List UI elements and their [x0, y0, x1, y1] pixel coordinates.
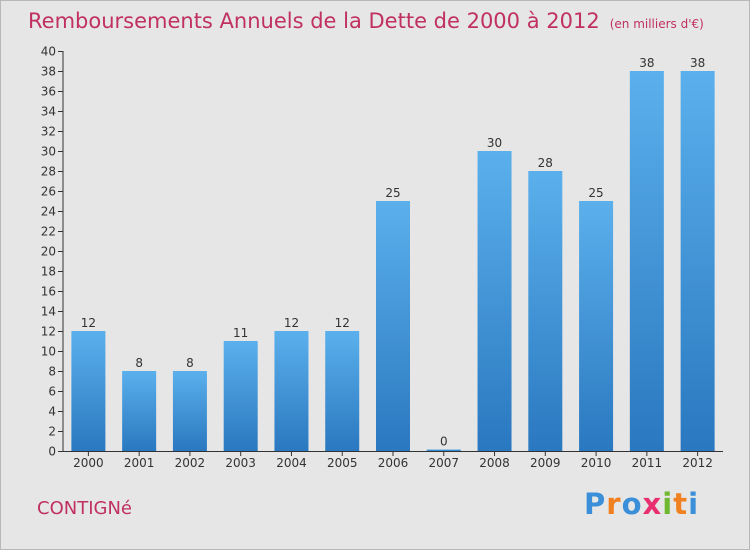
bar-value-label: 8 — [135, 356, 143, 370]
y-tick-label: 40 — [41, 45, 56, 59]
town-name: CONTIGNé — [37, 498, 132, 519]
y-tick-label: 36 — [41, 85, 56, 99]
y-tick-label: 24 — [41, 205, 56, 219]
bar-value-label: 0 — [440, 435, 448, 449]
y-tick-label: 30 — [41, 145, 56, 159]
logo-letter: i — [662, 487, 674, 521]
x-tick-label: 2003 — [225, 456, 256, 470]
chart-title-block: Remboursements Annuels de la Dette de 20… — [28, 9, 704, 33]
y-tick-label: 32 — [41, 125, 56, 139]
y-tick-label: 20 — [41, 245, 56, 259]
x-tick-label: 2002 — [175, 456, 206, 470]
logo-letter: P — [584, 487, 607, 521]
bar — [172, 371, 207, 451]
bar — [122, 371, 157, 451]
bar — [325, 331, 360, 451]
bar-value-label: 25 — [385, 186, 400, 200]
y-tick-label: 18 — [41, 265, 56, 279]
y-tick-label: 14 — [41, 305, 56, 319]
bar — [477, 151, 512, 451]
logo-letter: x — [642, 487, 663, 521]
logo-letter: i — [688, 487, 700, 521]
bar-value-label: 8 — [186, 356, 194, 370]
y-tick-label: 16 — [41, 285, 56, 299]
bar — [274, 331, 309, 451]
bar-value-label: 28 — [538, 156, 553, 170]
x-tick-label: 2006 — [378, 456, 409, 470]
y-tick-label: 4 — [48, 405, 56, 419]
bar-value-label: 12 — [81, 316, 96, 330]
chart-subtitle: (en milliers d'€) — [609, 17, 704, 31]
proxiti-logo: Proxiti — [584, 487, 699, 521]
x-tick-label: 2008 — [479, 456, 510, 470]
bar-value-label: 30 — [487, 136, 502, 150]
bar — [71, 331, 106, 451]
bar-value-label: 25 — [588, 186, 603, 200]
y-tick-label: 0 — [48, 445, 56, 459]
x-tick-label: 2007 — [428, 456, 459, 470]
logo-letter: r — [606, 487, 622, 521]
bar — [528, 171, 563, 451]
x-tick-label: 2001 — [124, 456, 155, 470]
bar — [629, 71, 664, 451]
axes: 0246810121416182022242628303234363840200… — [41, 45, 723, 470]
y-tick-label: 12 — [41, 325, 56, 339]
bar-value-label: 38 — [690, 56, 705, 70]
y-tick-label: 34 — [41, 105, 56, 119]
y-tick-label: 2 — [48, 425, 56, 439]
bar — [426, 449, 461, 451]
y-tick-label: 38 — [41, 65, 56, 79]
bars: 12 8 8 11 12 12 25 0 30 28 25 38 38 — [71, 56, 715, 451]
x-tick-label: 2011 — [632, 456, 663, 470]
bar-value-label: 38 — [639, 56, 654, 70]
bar — [223, 341, 258, 451]
x-tick-label: 2000 — [73, 456, 104, 470]
x-tick-label: 2012 — [682, 456, 713, 470]
bar — [376, 201, 410, 451]
bar-value-label: 11 — [233, 326, 248, 340]
y-tick-label: 26 — [41, 185, 56, 199]
chart-title: Remboursements Annuels de la Dette de 20… — [28, 9, 600, 33]
bar-value-label: 12 — [335, 316, 350, 330]
x-tick-label: 2010 — [581, 456, 612, 470]
y-tick-label: 8 — [48, 365, 56, 379]
bar — [579, 201, 614, 451]
y-tick-label: 28 — [41, 165, 56, 179]
y-tick-label: 6 — [48, 385, 56, 399]
bar-value-label: 12 — [284, 316, 299, 330]
x-tick-label: 2005 — [327, 456, 358, 470]
x-tick-label: 2004 — [276, 456, 307, 470]
x-tick-label: 2009 — [530, 456, 561, 470]
logo-letter: t — [673, 487, 689, 521]
y-tick-label: 22 — [41, 225, 56, 239]
bar — [680, 71, 715, 451]
logo-letter: o — [621, 487, 643, 521]
y-tick-label: 10 — [41, 345, 56, 359]
